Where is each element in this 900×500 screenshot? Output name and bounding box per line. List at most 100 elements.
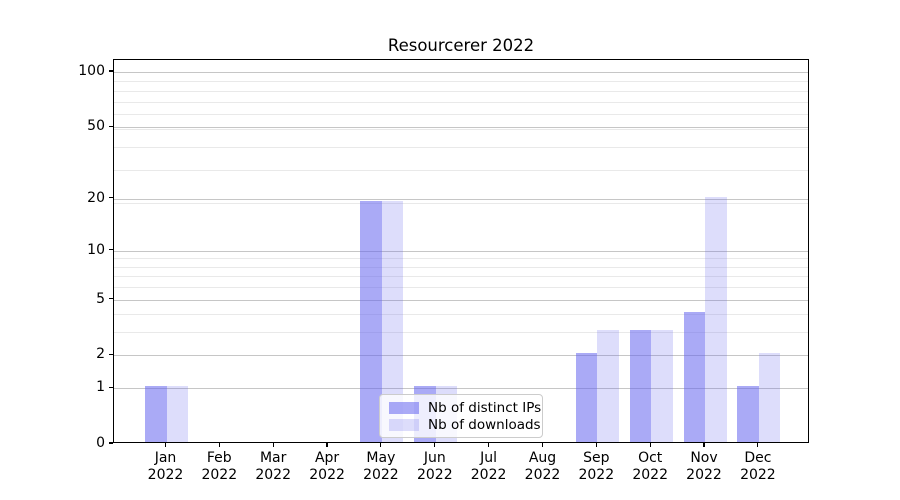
x-tick-year: 2022 bbox=[363, 466, 399, 483]
x-tick-mark bbox=[434, 443, 436, 447]
x-tick-year: 2022 bbox=[686, 466, 722, 483]
minor-gridline bbox=[114, 266, 808, 268]
y-tick-mark bbox=[109, 125, 113, 127]
x-tick-label: Dec 2022 bbox=[730, 450, 786, 483]
legend-item-downloads: Nb of downloads bbox=[389, 417, 541, 433]
x-tick-month: Dec bbox=[744, 450, 772, 466]
bar-nb-of-downloads-may bbox=[381, 200, 404, 442]
x-tick-month: Jan bbox=[154, 450, 177, 466]
x-tick-mark bbox=[757, 443, 759, 447]
y-tick-label: 2 bbox=[96, 346, 105, 363]
bar-nb-of-downloads-nov bbox=[705, 196, 727, 442]
y-tick-mark bbox=[109, 249, 113, 251]
x-tick-mark bbox=[595, 443, 597, 447]
x-tick-label: Apr 2022 bbox=[299, 450, 355, 483]
minor-gridline bbox=[114, 287, 808, 289]
major-gridline bbox=[114, 198, 808, 200]
x-tick-month: Aug bbox=[528, 450, 557, 466]
x-tick-year: 2022 bbox=[201, 466, 238, 483]
bar-nb-of-downloads-jan bbox=[166, 386, 188, 442]
minor-gridline bbox=[114, 146, 808, 148]
x-tick-year: 2022 bbox=[255, 466, 291, 483]
x-tick-label: Jul 2022 bbox=[461, 450, 517, 483]
x-tick-label: Oct 2022 bbox=[622, 450, 678, 483]
x-tick-month: Sep bbox=[583, 450, 610, 466]
x-tick-month: Jul bbox=[480, 450, 498, 466]
x-tick-mark bbox=[541, 443, 544, 447]
major-gridline bbox=[114, 250, 808, 252]
x-tick-mark bbox=[649, 443, 651, 447]
x-tick-label: Mar 2022 bbox=[245, 450, 301, 483]
x-tick-month: Nov bbox=[690, 450, 718, 466]
x-tick-month: Feb bbox=[206, 450, 232, 466]
minor-gridline bbox=[114, 90, 808, 92]
minor-gridline bbox=[114, 314, 808, 316]
y-tick-label: 10 bbox=[87, 241, 105, 258]
x-tick-mark bbox=[703, 443, 705, 447]
y-tick-mark bbox=[109, 442, 113, 444]
x-tick-mark bbox=[164, 443, 167, 447]
major-gridline bbox=[114, 355, 808, 357]
minor-gridline bbox=[114, 332, 808, 334]
x-tick-year: 2022 bbox=[309, 466, 345, 483]
x-tick-label: Jun 2022 bbox=[407, 450, 463, 483]
bar-nb-of-distinct-ips-jan bbox=[145, 386, 167, 442]
x-tick-year: 2022 bbox=[416, 466, 453, 483]
x-tick-mark bbox=[272, 443, 274, 447]
x-tick-mark bbox=[488, 443, 490, 447]
x-tick-mark bbox=[380, 443, 382, 447]
x-tick-year: 2022 bbox=[578, 466, 615, 483]
bar-nb-of-distinct-ips-may bbox=[360, 200, 382, 442]
minor-gridline bbox=[114, 169, 808, 171]
legend-item-distinct-ips: Nb of distinct IPs bbox=[389, 400, 541, 416]
y-tick-mark bbox=[109, 70, 113, 72]
y-tick-mark bbox=[109, 197, 113, 199]
x-tick-year: 2022 bbox=[524, 466, 561, 483]
x-tick-month: Jun bbox=[423, 450, 446, 466]
minor-gridline bbox=[114, 81, 808, 83]
x-tick-label: May 2022 bbox=[353, 450, 409, 483]
minor-gridline bbox=[114, 128, 808, 130]
x-tick-month: Oct bbox=[638, 450, 663, 466]
y-tick-mark bbox=[109, 353, 113, 355]
x-tick-year: 2022 bbox=[632, 466, 668, 483]
bar-nb-of-downloads-oct bbox=[651, 330, 673, 442]
legend-swatch-downloads bbox=[389, 419, 419, 431]
major-gridline bbox=[114, 388, 808, 390]
major-gridline bbox=[114, 299, 808, 301]
x-tick-month: Apr bbox=[314, 450, 340, 466]
minor-gridline bbox=[114, 101, 808, 103]
x-tick-year: 2022 bbox=[740, 466, 776, 483]
major-gridline bbox=[114, 72, 808, 73]
x-tick-month: Mar bbox=[259, 450, 287, 466]
plot-area: Nb of distinct IPs Nb of downloads bbox=[113, 59, 809, 443]
bar-nb-of-distinct-ips-nov bbox=[683, 312, 705, 442]
legend-label-downloads: Nb of downloads bbox=[428, 417, 541, 433]
minor-gridline bbox=[114, 202, 808, 204]
minor-gridline bbox=[114, 276, 808, 278]
y-tick-label: 1 bbox=[96, 379, 105, 396]
x-tick-label: Feb 2022 bbox=[191, 450, 247, 483]
bar-nb-of-distinct-ips-sep bbox=[575, 353, 598, 442]
major-gridline bbox=[114, 127, 808, 129]
chart-title: Resourcerer 2022 bbox=[387, 36, 535, 55]
x-tick-mark bbox=[218, 443, 220, 447]
y-tick-label: 0 bbox=[96, 435, 105, 451]
y-tick-label: 20 bbox=[87, 189, 105, 206]
bar-nb-of-downloads-dec bbox=[758, 353, 781, 442]
minor-gridline bbox=[114, 258, 808, 260]
bar-nb-of-distinct-ips-oct bbox=[629, 330, 652, 442]
x-tick-year: 2022 bbox=[470, 466, 507, 483]
x-tick-month: May bbox=[366, 450, 396, 466]
bar-nb-of-downloads-sep bbox=[597, 330, 619, 442]
minor-gridline bbox=[114, 114, 808, 115]
y-tick-label: 5 bbox=[96, 290, 105, 307]
x-tick-label: Aug 2022 bbox=[515, 450, 571, 483]
x-tick-year: 2022 bbox=[147, 466, 184, 483]
y-tick-mark bbox=[109, 298, 113, 300]
y-tick-label: 50 bbox=[87, 118, 105, 135]
x-tick-label: Jan 2022 bbox=[138, 450, 194, 483]
legend-swatch-distinct-ips bbox=[389, 402, 419, 414]
y-tick-label: 100 bbox=[78, 63, 105, 79]
